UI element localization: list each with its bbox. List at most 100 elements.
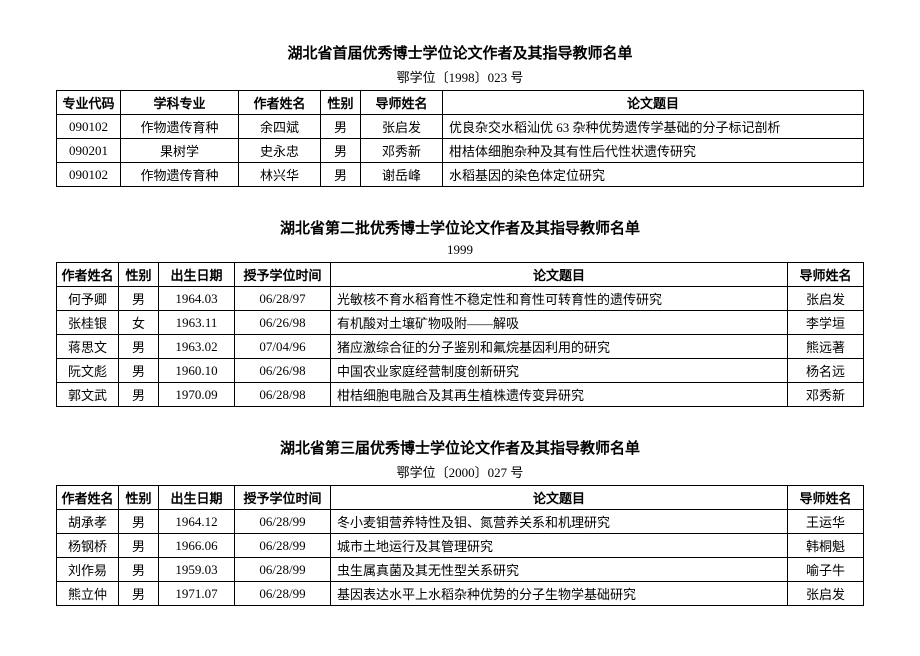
- table-cell: 阮文彪: [57, 359, 119, 383]
- table-cell: 女: [119, 311, 159, 335]
- table-cell: 男: [119, 287, 159, 311]
- table-cell: 李学垣: [788, 311, 864, 335]
- data-table: 作者姓名性别出生日期授予学位时间论文题目导师姓名何予卿男1964.0306/28…: [56, 262, 864, 407]
- table-cell: 邓秀新: [361, 139, 443, 163]
- section-title: 湖北省首届优秀博士学位论文作者及其指导教师名单: [56, 42, 864, 63]
- table-cell: 有机酸对土壤矿物吸附——解吸: [331, 311, 788, 335]
- table-row: 090201果树学史永忠男邓秀新柑桔体细胞杂种及其有性后代性状遗传研究: [57, 139, 864, 163]
- table-row: 张桂银女1963.1106/26/98有机酸对土壤矿物吸附——解吸李学垣: [57, 311, 864, 335]
- table-cell: 07/04/96: [235, 335, 331, 359]
- table-cell: 基因表达水平上水稻杂种优势的分子生物学基础研究: [331, 582, 788, 606]
- section-title: 湖北省第二批优秀博士学位论文作者及其指导教师名单: [56, 217, 864, 238]
- table-cell: 喻子牛: [788, 558, 864, 582]
- table-cell: 韩桐魁: [788, 534, 864, 558]
- table-row: 蒋思文男1963.0207/04/96猪应激综合征的分子鉴别和氟烷基因利用的研究…: [57, 335, 864, 359]
- table-cell: 06/28/99: [235, 510, 331, 534]
- table-cell: 06/28/98: [235, 383, 331, 407]
- column-header: 出生日期: [159, 263, 235, 287]
- table-cell: 1960.10: [159, 359, 235, 383]
- table-cell: 男: [119, 534, 159, 558]
- table-cell: 06/28/99: [235, 534, 331, 558]
- table-row: 杨钢桥男1966.0606/28/99城市土地运行及其管理研究韩桐魁: [57, 534, 864, 558]
- table-cell: 男: [321, 115, 361, 139]
- table-cell: 虫生属真菌及其无性型关系研究: [331, 558, 788, 582]
- table-cell: 1964.12: [159, 510, 235, 534]
- section-title: 湖北省第三届优秀博士学位论文作者及其指导教师名单: [56, 437, 864, 458]
- column-header: 专业代码: [57, 91, 121, 115]
- table-cell: 090201: [57, 139, 121, 163]
- table-cell: 06/26/98: [235, 359, 331, 383]
- column-header: 作者姓名: [57, 263, 119, 287]
- table-cell: 史永忠: [239, 139, 321, 163]
- table-cell: 何予卿: [57, 287, 119, 311]
- table-cell: 1964.03: [159, 287, 235, 311]
- table-cell: 优良杂交水稻汕优 63 杂种优势遗传学基础的分子标记剖析: [443, 115, 864, 139]
- table-cell: 作物遗传育种: [121, 163, 239, 187]
- column-header: 出生日期: [159, 486, 235, 510]
- table-cell: 06/28/99: [235, 558, 331, 582]
- column-header: 作者姓名: [57, 486, 119, 510]
- table-cell: 张启发: [788, 582, 864, 606]
- table-cell: 1971.07: [159, 582, 235, 606]
- column-header: 性别: [119, 263, 159, 287]
- table-cell: 郭文武: [57, 383, 119, 407]
- section-subtitle: 1999: [56, 242, 864, 258]
- table-cell: 余四斌: [239, 115, 321, 139]
- table-row: 阮文彪男1960.1006/26/98中国农业家庭经营制度创新研究杨名远: [57, 359, 864, 383]
- data-table: 作者姓名性别出生日期授予学位时间论文题目导师姓名胡承孝男1964.1206/28…: [56, 485, 864, 606]
- table-row: 刘作易男1959.0306/28/99虫生属真菌及其无性型关系研究喻子牛: [57, 558, 864, 582]
- table-cell: 果树学: [121, 139, 239, 163]
- table-cell: 杨名远: [788, 359, 864, 383]
- table-cell: 刘作易: [57, 558, 119, 582]
- column-header: 论文题目: [443, 91, 864, 115]
- column-header: 性别: [119, 486, 159, 510]
- table-cell: 邓秀新: [788, 383, 864, 407]
- table-cell: 中国农业家庭经营制度创新研究: [331, 359, 788, 383]
- table-cell: 熊远著: [788, 335, 864, 359]
- column-header: 论文题目: [331, 486, 788, 510]
- table-cell: 熊立仲: [57, 582, 119, 606]
- table-cell: 06/26/98: [235, 311, 331, 335]
- table-cell: 王运华: [788, 510, 864, 534]
- section-subtitle: 鄂学位〔2000〕027 号: [56, 462, 864, 481]
- table-row: 090102作物遗传育种林兴华男谢岳峰水稻基因的染色体定位研究: [57, 163, 864, 187]
- table-cell: 光敏核不育水稻育性不稳定性和育性可转育性的遗传研究: [331, 287, 788, 311]
- table-cell: 男: [321, 139, 361, 163]
- section: 湖北省首届优秀博士学位论文作者及其指导教师名单鄂学位〔1998〕023 号专业代…: [56, 42, 864, 187]
- table-cell: 胡承孝: [57, 510, 119, 534]
- table-cell: 水稻基因的染色体定位研究: [443, 163, 864, 187]
- table-cell: 作物遗传育种: [121, 115, 239, 139]
- table-cell: 1963.11: [159, 311, 235, 335]
- table-cell: 柑桔细胞电融合及其再生植株遗传变异研究: [331, 383, 788, 407]
- column-header: 导师姓名: [788, 263, 864, 287]
- table-cell: 1970.09: [159, 383, 235, 407]
- table-row: 郭文武男1970.0906/28/98柑桔细胞电融合及其再生植株遗传变异研究邓秀…: [57, 383, 864, 407]
- section: 湖北省第二批优秀博士学位论文作者及其指导教师名单 1999 作者姓名性别出生日期授予…: [56, 217, 864, 407]
- column-header: 学科专业: [121, 91, 239, 115]
- column-header: 授予学位时间: [235, 486, 331, 510]
- table-cell: 林兴华: [239, 163, 321, 187]
- table-cell: 男: [119, 582, 159, 606]
- column-header: 授予学位时间: [235, 263, 331, 287]
- table-cell: 男: [119, 510, 159, 534]
- table-cell: 男: [119, 335, 159, 359]
- section-subtitle: 鄂学位〔1998〕023 号: [56, 67, 864, 86]
- column-header: 论文题目: [331, 263, 788, 287]
- table-cell: 杨钢桥: [57, 534, 119, 558]
- table-row: 090102作物遗传育种余四斌男张启发优良杂交水稻汕优 63 杂种优势遗传学基础…: [57, 115, 864, 139]
- table-cell: 男: [321, 163, 361, 187]
- table-cell: 090102: [57, 115, 121, 139]
- table-cell: 猪应激综合征的分子鉴别和氟烷基因利用的研究: [331, 335, 788, 359]
- column-header: 作者姓名: [239, 91, 321, 115]
- table-cell: 1963.02: [159, 335, 235, 359]
- column-header: 导师姓名: [361, 91, 443, 115]
- table-cell: 蒋思文: [57, 335, 119, 359]
- column-header: 导师姓名: [788, 486, 864, 510]
- column-header: 性别: [321, 91, 361, 115]
- table-cell: 男: [119, 558, 159, 582]
- table-cell: 06/28/99: [235, 582, 331, 606]
- table-cell: 男: [119, 359, 159, 383]
- data-table: 专业代码学科专业作者姓名性别导师姓名论文题目090102作物遗传育种余四斌男张启…: [56, 90, 864, 187]
- table-cell: 张启发: [788, 287, 864, 311]
- table-cell: 06/28/97: [235, 287, 331, 311]
